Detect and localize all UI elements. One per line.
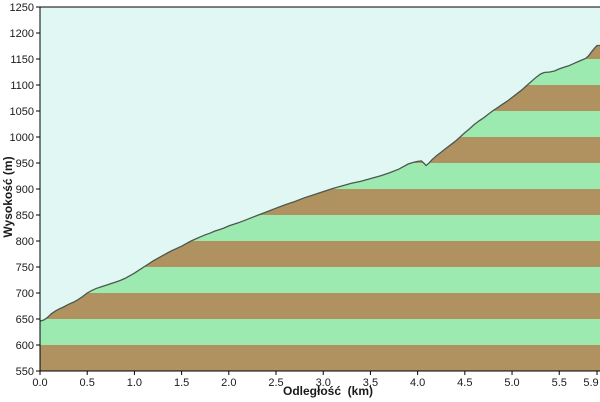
x-axis-title: Odległość (km): [283, 384, 373, 398]
y-tick-label: 900: [16, 184, 34, 196]
y-tick-label: 700: [16, 288, 34, 300]
y-tick-label: 750: [16, 262, 34, 274]
y-tick-label: 550: [16, 366, 34, 378]
y-tick-label: 1050: [10, 106, 34, 118]
x-tick-label: 5.5: [552, 377, 567, 389]
y-axis: 550 600 650 700 750 800 850 900 950 1000 1050 1100 1…: [10, 2, 40, 378]
elevation-band: [40, 293, 600, 319]
y-tick-label: 850: [16, 210, 34, 222]
y-axis-title: Wysokość (m): [1, 156, 15, 237]
y-tick-label: 600: [16, 340, 34, 352]
x-tick-label: 4.5: [457, 377, 472, 389]
y-tick-label: 1100: [10, 80, 34, 92]
elevation-curve: [39, 44, 600, 322]
x-tick-label: 0.5: [80, 377, 95, 389]
x-tick-label: 5.0: [504, 377, 519, 389]
elevation-band: [40, 345, 600, 371]
x-tick-label: 2.5: [268, 377, 283, 389]
y-tick-label: 800: [16, 236, 34, 248]
x-tick-label: 4.0: [410, 377, 425, 389]
y-tick-label: 650: [16, 314, 34, 326]
x-axis: 0.0 0.5 1.0 1.5 2.0 2.5 3.0 3.5 4.0 4.5 5.0 5.5 5.9: [32, 371, 599, 389]
x-tick-label: 1.0: [127, 377, 142, 389]
y-tick-label: 950: [16, 158, 34, 170]
x-tick-label: 3.5: [363, 377, 378, 389]
x-tick-label: 0.0: [32, 377, 47, 389]
y-tick-label: 1200: [10, 28, 34, 40]
x-tick-label: 3.0: [316, 377, 331, 389]
y-tick-label: 1000: [10, 132, 34, 144]
x-tick-label: 5.9: [583, 377, 598, 389]
elevation-band: [40, 319, 600, 345]
y-tick-label: 1250: [10, 2, 34, 14]
x-tick-label: 1.5: [174, 377, 189, 389]
y-tick-label: 1150: [10, 54, 34, 66]
x-tick-label: 2.0: [221, 377, 236, 389]
